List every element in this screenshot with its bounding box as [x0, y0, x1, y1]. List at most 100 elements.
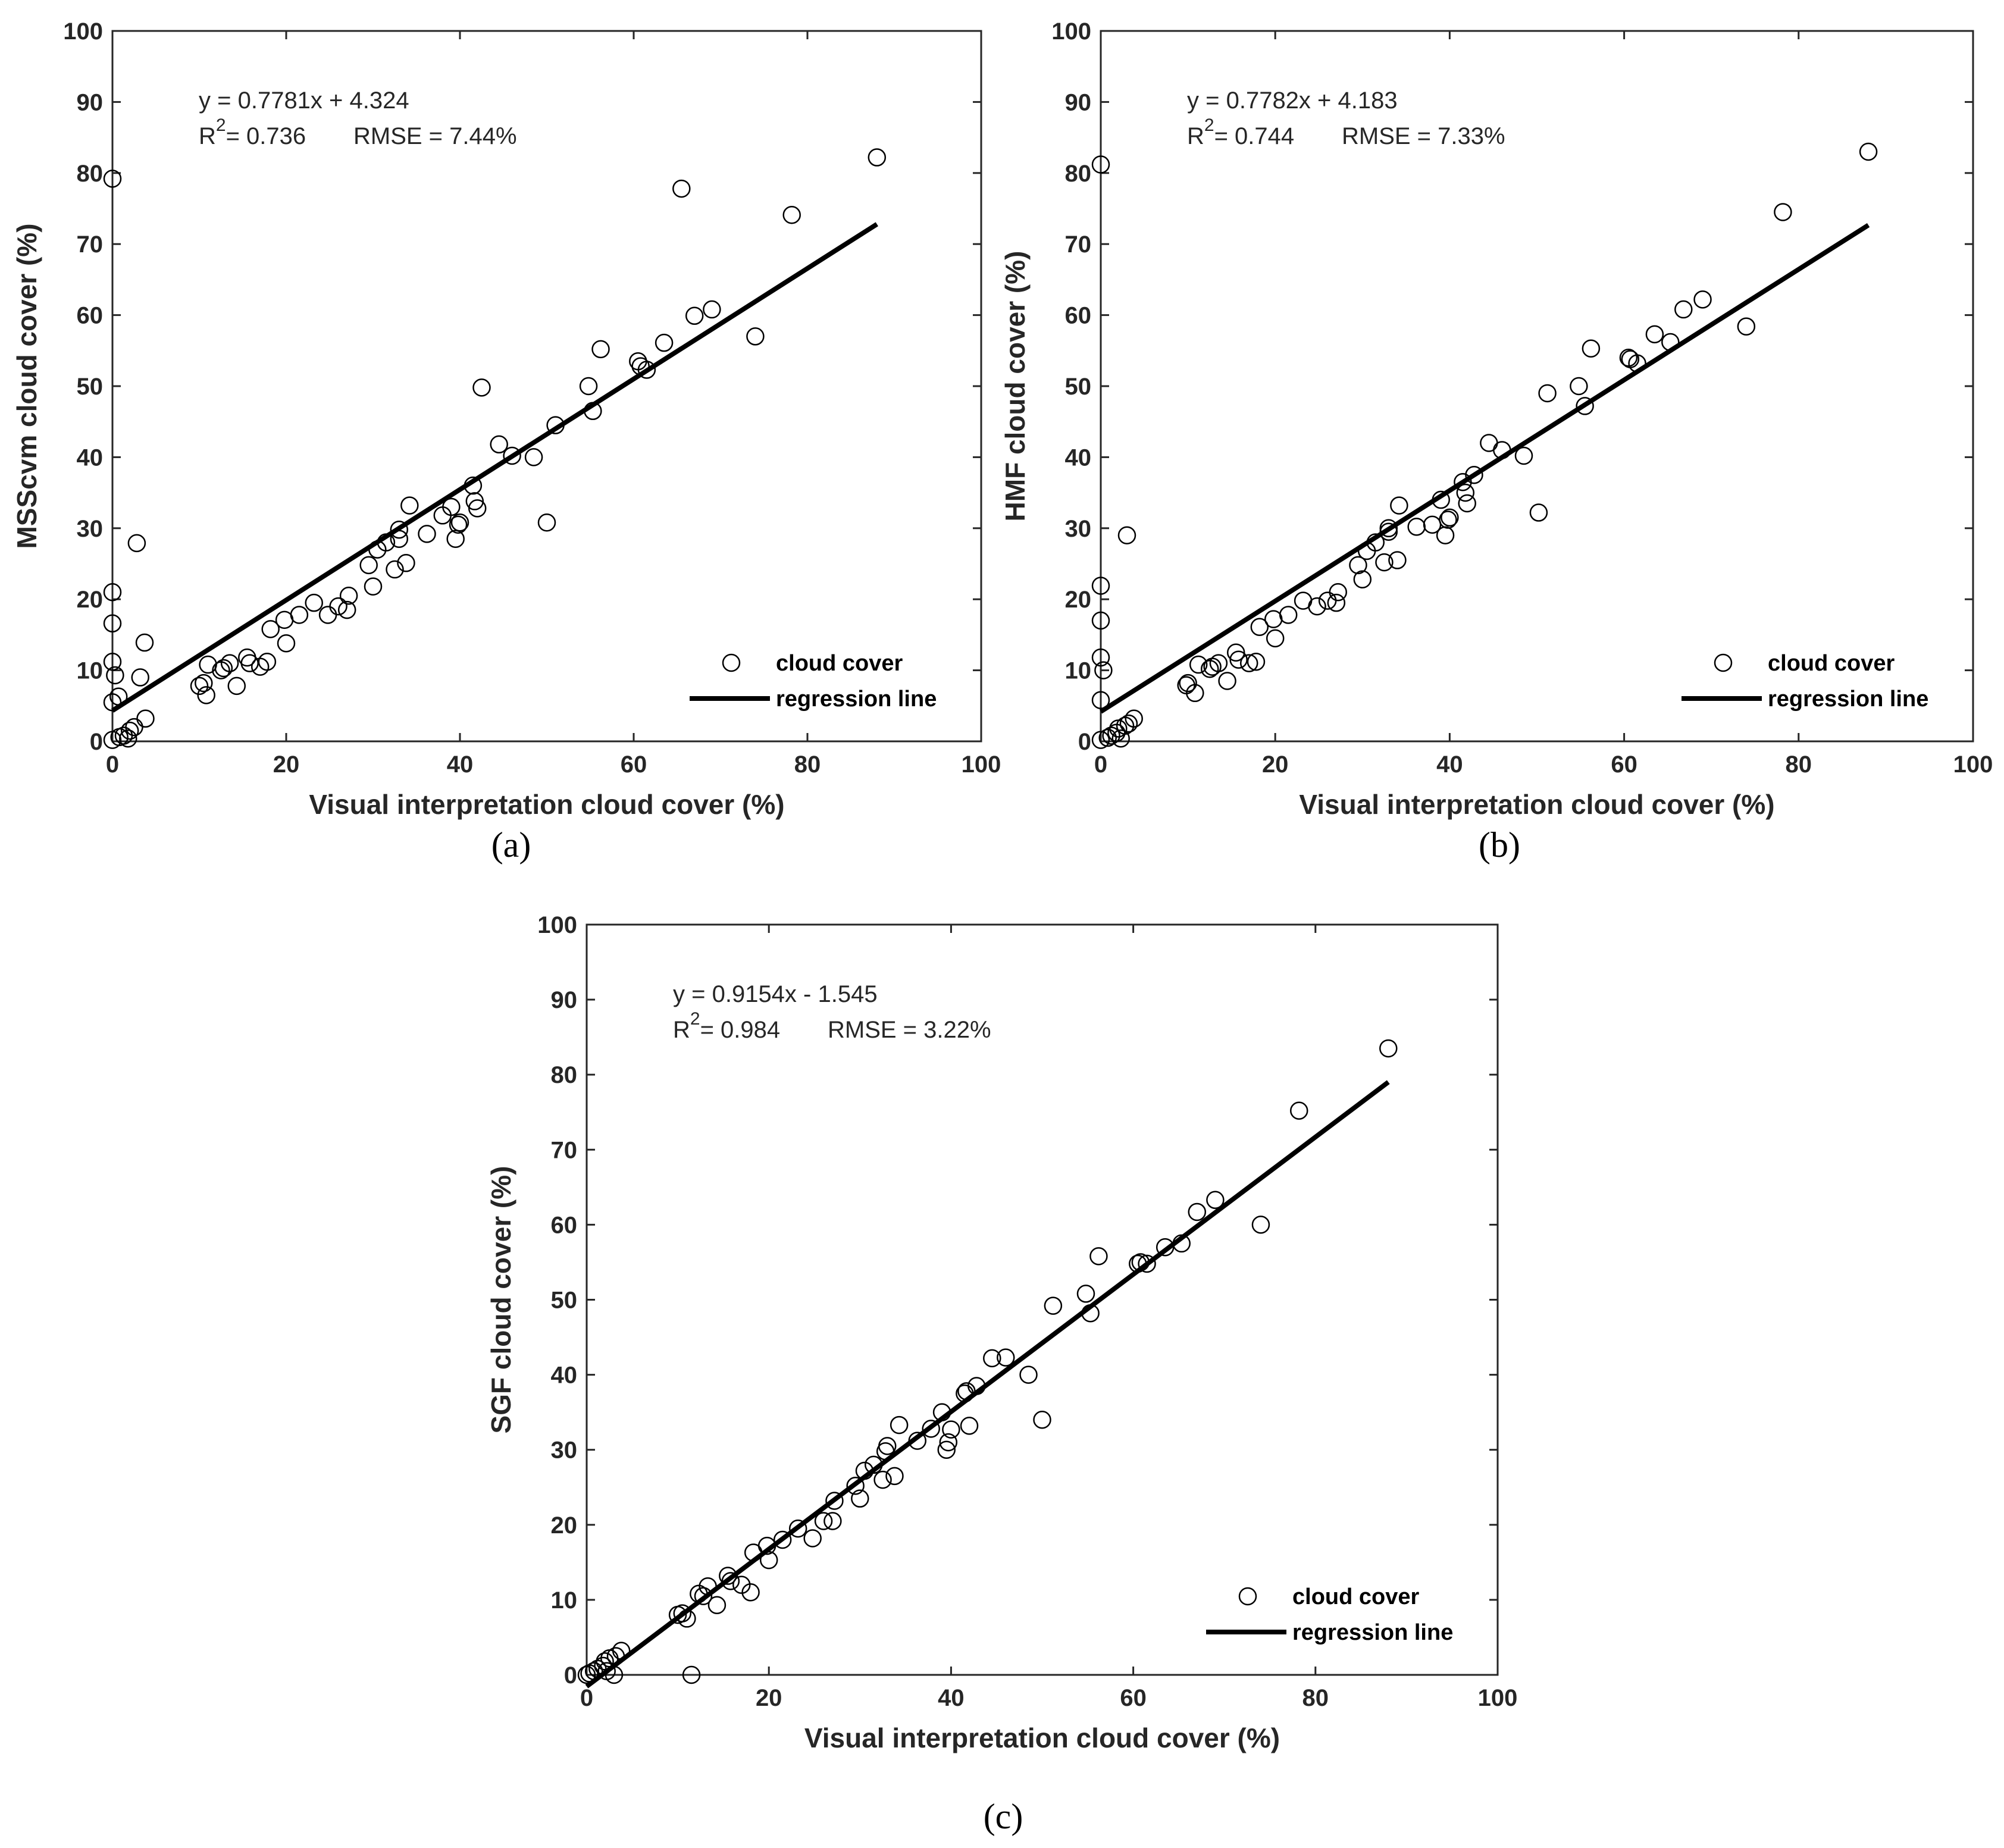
data-point [823, 1512, 842, 1530]
panel-label: (b) [1479, 825, 1520, 865]
data-point [855, 1461, 874, 1480]
data-point [655, 333, 674, 352]
data-point [418, 525, 436, 543]
data-point [1774, 203, 1792, 221]
data-point [1239, 654, 1258, 672]
x-axis-label: Visual interpretation cloud cover (%) [309, 789, 784, 820]
data-point [846, 1476, 865, 1495]
x-tick-label: 100 [1953, 751, 1993, 778]
legend-marker [1714, 653, 1733, 672]
data-point [932, 1403, 951, 1421]
data-point [1289, 1101, 1308, 1120]
y-tick-label: 80 [551, 1062, 578, 1088]
data-point [1098, 728, 1117, 747]
data-point [1111, 729, 1130, 748]
panel-label: (c) [984, 1797, 1023, 1836]
data-point [442, 497, 461, 516]
data-point [1076, 1285, 1095, 1303]
data-point [1094, 661, 1113, 679]
data-point [472, 378, 491, 397]
data-point [103, 693, 122, 712]
data-point [1327, 593, 1346, 612]
data-point [957, 1382, 976, 1401]
chart-panel-b: 0 20 40 60 80 100 0 10 20 30 40 50 60 70 80 90 100 Visual… [1000, 18, 1993, 865]
data-point [1329, 583, 1348, 602]
data-point [390, 520, 409, 539]
x-tick-label: 20 [756, 1685, 782, 1711]
data-point [377, 533, 396, 552]
data-point [120, 721, 139, 740]
data-point [1349, 556, 1367, 575]
data-point [1388, 551, 1407, 569]
data-point [1308, 597, 1326, 616]
data-point [732, 1576, 751, 1594]
data-point [865, 1455, 883, 1474]
data-point [1089, 1247, 1108, 1266]
x-tick-label: 100 [1478, 1685, 1518, 1711]
data-point [337, 600, 356, 619]
data-point [1091, 577, 1110, 595]
legend-marker [1238, 1587, 1257, 1606]
data-point [135, 633, 154, 652]
data-point [1439, 510, 1457, 529]
data-point [1279, 606, 1298, 624]
data-point [1172, 1234, 1191, 1253]
data-point [672, 179, 691, 198]
y-tick-label: 70 [551, 1137, 578, 1163]
legend-marker [722, 653, 741, 672]
data-point [1693, 290, 1712, 309]
data-point [922, 1420, 940, 1438]
x-axis-label: Visual interpretation cloud cover (%) [1299, 789, 1774, 820]
x-tick-label: 40 [447, 751, 474, 778]
data-point [214, 659, 233, 678]
data-point [258, 653, 277, 671]
data-point [694, 1587, 713, 1605]
y-tick-label: 0 [1078, 729, 1091, 755]
data-point [364, 577, 383, 596]
y-tick-label: 80 [77, 161, 104, 187]
data-point [1266, 629, 1285, 648]
data-point [1514, 446, 1533, 465]
x-tick-label: 80 [794, 751, 821, 778]
data-point [1456, 483, 1475, 502]
data-point [227, 676, 246, 696]
data-point [1201, 659, 1219, 678]
regression-equation: y = 0.7781x + 4.324 [199, 87, 409, 114]
y-tick-label: 0 [90, 729, 103, 755]
data-point [1375, 553, 1394, 572]
data-point [1661, 333, 1680, 352]
regression-equation: y = 0.7782x + 4.183 [1187, 87, 1398, 114]
x-tick-label: 0 [1094, 751, 1107, 778]
rmse-value: RMSE = 3.22% [828, 1017, 991, 1043]
y-axis-label: HMF cloud cover (%) [1000, 251, 1031, 522]
data-point [1628, 354, 1646, 373]
y-tick-label: 80 [1065, 161, 1092, 187]
legend-label-cloud-cover: cloud cover [1768, 651, 1895, 676]
data-point [1379, 519, 1398, 538]
data-point [773, 1530, 792, 1549]
data-point [1019, 1365, 1038, 1384]
x-tick-label: 100 [962, 751, 1001, 778]
y-tick-label: 10 [1065, 658, 1092, 684]
data-point [1493, 441, 1511, 459]
data-point [746, 327, 765, 346]
data-point [721, 1572, 740, 1590]
x-tick-label: 60 [1611, 751, 1637, 778]
data-point [803, 1529, 822, 1548]
data-point [757, 1536, 776, 1555]
data-point [464, 476, 483, 495]
data-point [707, 1596, 727, 1614]
data-point [579, 377, 598, 396]
rmse-value: RMSE = 7.33% [1342, 123, 1505, 149]
data-point [1366, 533, 1385, 552]
data-point [939, 1433, 958, 1452]
data-point [1247, 653, 1266, 671]
data-point [1218, 672, 1236, 690]
y-tick-label: 60 [551, 1212, 578, 1238]
data-point [490, 435, 508, 454]
data-point [1390, 496, 1408, 515]
data-point [109, 687, 128, 706]
data-point [1091, 691, 1110, 709]
legend-label-regression-line: regression line [1292, 1620, 1453, 1645]
data-point [1570, 377, 1588, 396]
